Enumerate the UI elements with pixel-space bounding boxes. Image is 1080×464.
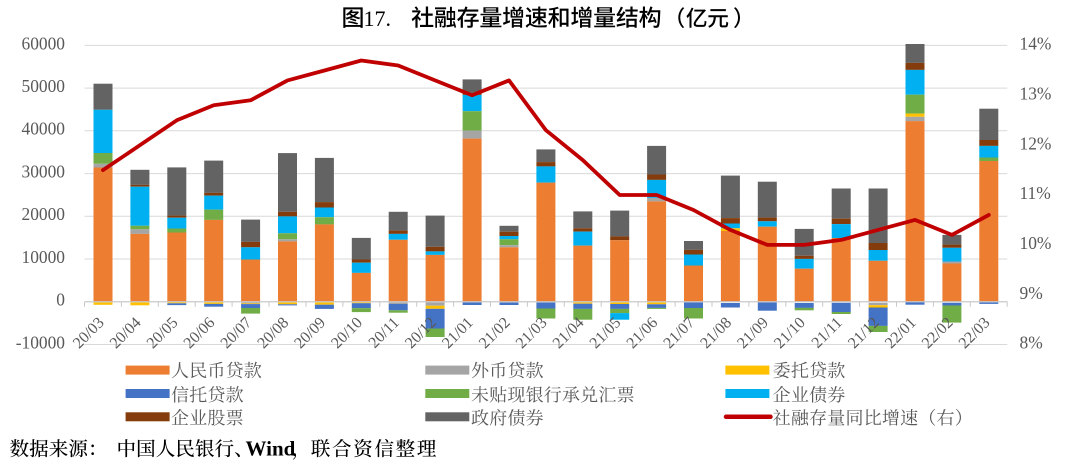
svg-text:13%: 13% (1020, 84, 1052, 104)
svg-text:10000: 10000 (22, 247, 66, 267)
svg-text:0: 0 (56, 290, 65, 310)
svg-text:12%: 12% (1020, 133, 1052, 153)
svg-text:20000: 20000 (22, 204, 66, 224)
svg-text:Wind: Wind (246, 437, 296, 461)
svg-text:-10000: -10000 (16, 332, 66, 352)
svg-text:14%: 14% (1020, 34, 1052, 54)
svg-text:11%: 11% (1020, 183, 1051, 203)
svg-text:30000: 30000 (22, 162, 66, 182)
svg-text:40000: 40000 (22, 119, 66, 139)
svg-text:9%: 9% (1020, 283, 1043, 303)
svg-text:60000: 60000 (22, 33, 66, 53)
svg-text:8%: 8% (1020, 333, 1043, 353)
svg-text:10%: 10% (1020, 233, 1052, 253)
svg-text:50000: 50000 (22, 76, 66, 96)
svg-text:17.: 17. (364, 6, 392, 31)
